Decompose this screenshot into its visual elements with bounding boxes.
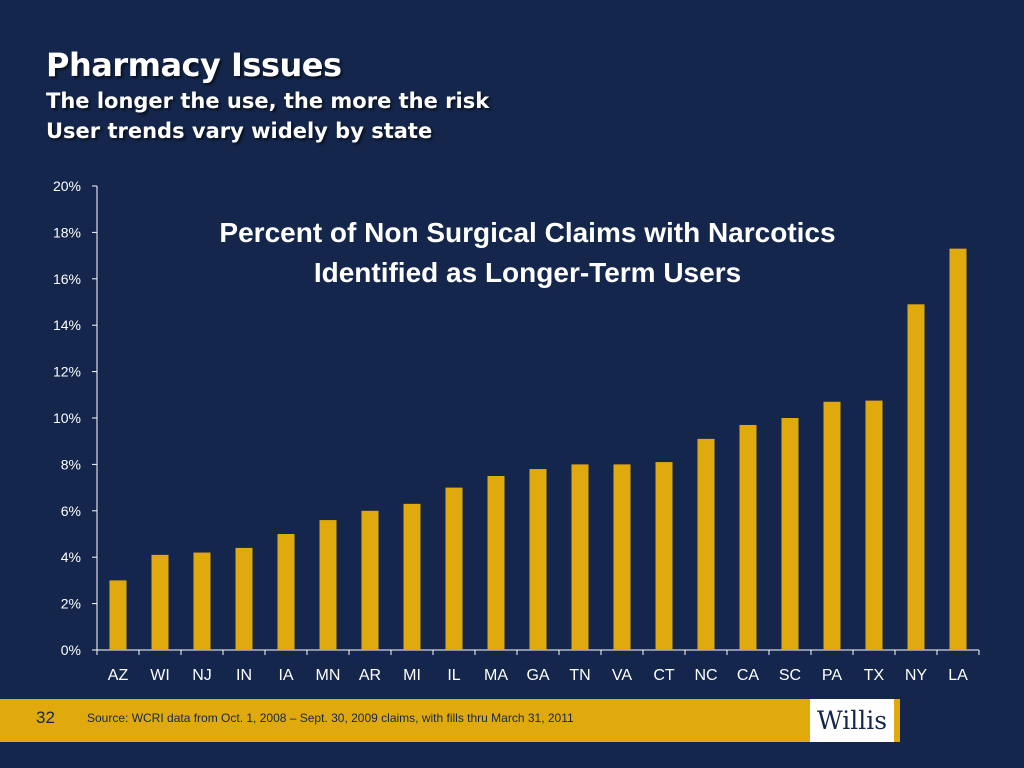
- bar-in: [235, 547, 253, 650]
- page-number: 32: [36, 708, 55, 727]
- bar-ia: [277, 534, 295, 650]
- bar-chart: 0% 2% 4% 6% 8% 10% 12% 14% 16% 18% 20% AZ WI NJ IN IA MN…: [53, 178, 980, 684]
- x-tick-label: IA: [278, 667, 293, 684]
- bar-tn: [571, 464, 589, 650]
- bar-az: [109, 580, 127, 650]
- y-tick-label: 2%: [61, 596, 81, 612]
- x-tick-label: NC: [694, 667, 717, 684]
- x-tick-label: CA: [737, 667, 760, 684]
- bar-mi: [403, 503, 421, 650]
- y-tick-label: 18%: [53, 224, 81, 240]
- bar-ar: [361, 510, 379, 650]
- bar-la: [949, 248, 967, 650]
- y-tick-label: 0%: [61, 642, 81, 658]
- x-tick-label: MN: [316, 667, 341, 684]
- x-tick-label: WI: [150, 667, 170, 684]
- bar-sc: [781, 418, 799, 650]
- y-tick-label: 20%: [53, 178, 81, 194]
- x-tick-label: IL: [447, 667, 460, 684]
- chart-title: Percent of Non Surgical Claims with Narc…: [120, 213, 935, 293]
- x-tick-label: MA: [484, 667, 508, 684]
- x-tick-label: SC: [779, 667, 801, 684]
- x-tick-label: TN: [569, 667, 590, 684]
- y-tick-label: 12%: [53, 364, 81, 380]
- slide-title: Pharmacy Issues: [46, 46, 342, 84]
- y-tick-label: 14%: [53, 317, 81, 333]
- y-tick-label: 10%: [53, 410, 81, 426]
- bar-ma: [487, 476, 505, 650]
- bar-va: [613, 464, 631, 650]
- y-tick-label: 6%: [61, 503, 81, 519]
- slide-subtitle-1: The longer the use, the more the risk: [46, 89, 490, 113]
- x-tick-label: PA: [822, 667, 842, 684]
- bar-nc: [697, 438, 715, 650]
- source-note: Source: WCRI data from Oct. 1, 2008 – Se…: [87, 711, 574, 725]
- bar-nj: [193, 552, 211, 650]
- willis-logo: Willis: [810, 699, 894, 742]
- bar-pa: [823, 401, 841, 650]
- x-tick-label: VA: [612, 667, 632, 684]
- bar-ga: [529, 469, 547, 650]
- bar-mn: [319, 520, 337, 650]
- y-tick-label: 8%: [61, 456, 81, 472]
- x-tick-label: TX: [864, 667, 885, 684]
- x-tick-label: NJ: [192, 667, 212, 684]
- bar-ca: [739, 424, 757, 650]
- slide-subtitle-2: User trends vary widely by state: [46, 119, 433, 143]
- x-tick-label: AZ: [108, 667, 129, 684]
- x-tick-label: IN: [236, 667, 252, 684]
- bar-tx: [865, 400, 883, 650]
- y-tick-label: 16%: [53, 271, 81, 287]
- slide-header: Pharmacy Issues The longer the use, the …: [46, 44, 489, 146]
- chart-title-line-1: Percent of Non Surgical Claims with Narc…: [219, 217, 836, 248]
- bar-ny: [907, 304, 925, 650]
- footer-bar: [0, 699, 900, 742]
- x-tick-label: AR: [359, 667, 381, 684]
- chart-title-line-2: Identified as Longer-Term Users: [313, 257, 742, 288]
- x-tick-label: CT: [653, 667, 675, 684]
- y-tick-label: 4%: [61, 549, 81, 565]
- bar-ct: [655, 462, 673, 650]
- x-tick-label: MI: [403, 667, 421, 684]
- x-tick-label: LA: [948, 667, 968, 684]
- logo-text: Willis: [816, 706, 888, 735]
- x-tick-label: GA: [526, 667, 549, 684]
- bar-il: [445, 487, 463, 650]
- x-tick-label: NY: [905, 667, 928, 684]
- bar-wi: [151, 554, 169, 650]
